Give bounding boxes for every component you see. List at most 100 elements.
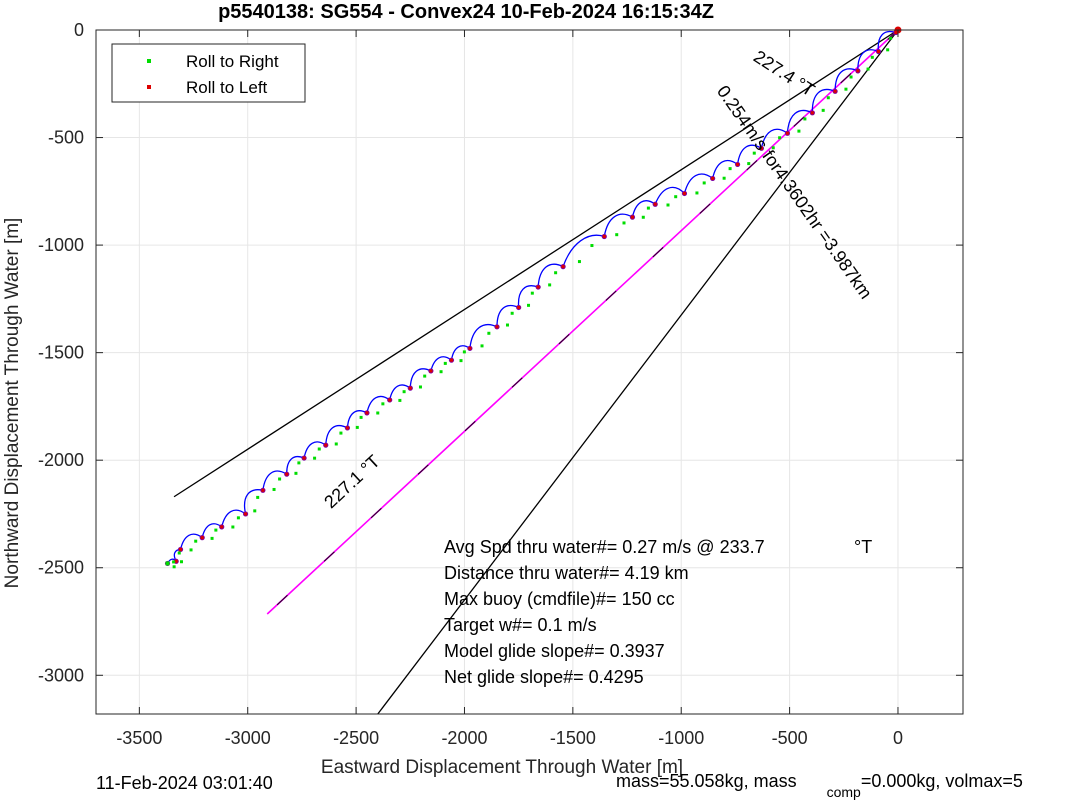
roll-left-point bbox=[711, 176, 715, 180]
legend-label-left: Roll to Left bbox=[186, 78, 268, 97]
glider-track bbox=[166, 30, 897, 564]
roll-right-point bbox=[231, 525, 235, 529]
stat-model-slope: Model glide slope#= 0.3937 bbox=[444, 641, 665, 661]
roll-right-point bbox=[771, 146, 775, 150]
roll-left-point bbox=[630, 215, 634, 219]
y-axis-label: Northward Displacement Through Water [m] bbox=[2, 218, 23, 589]
track-markers bbox=[164, 26, 902, 569]
footer-mass-sub: comp bbox=[827, 784, 861, 800]
stat-avg-speed: Avg Spd thru water#= 0.27 m/s @ 233.7 bbox=[444, 537, 765, 557]
roll-right-point bbox=[849, 75, 853, 79]
roll-left-point bbox=[408, 386, 412, 390]
roll-right-point bbox=[402, 390, 406, 394]
roll-right-point bbox=[313, 456, 317, 460]
roll-right-point bbox=[189, 548, 193, 552]
stat-net-slope: Net glide slope#= 0.4295 bbox=[444, 667, 644, 687]
stats-block: Avg Spd thru water#= 0.27 m/s @ 233.7 °T… bbox=[444, 537, 872, 687]
roll-right-point bbox=[443, 361, 447, 365]
roll-right-point bbox=[462, 350, 466, 354]
roll-right-point bbox=[577, 260, 581, 264]
roll-left-point bbox=[244, 512, 248, 516]
x-tick-label: -3000 bbox=[225, 728, 271, 748]
roll-right-point bbox=[752, 151, 756, 155]
roll-left-point bbox=[682, 191, 686, 195]
roll-right-point bbox=[886, 48, 890, 52]
roll-left-point bbox=[833, 89, 837, 93]
roll-right-point bbox=[646, 206, 650, 210]
roll-right-point bbox=[278, 477, 282, 481]
roll-right-point bbox=[548, 283, 552, 287]
roll-left-point bbox=[449, 358, 453, 362]
roll-left-point bbox=[810, 111, 814, 115]
roll-right-point bbox=[622, 221, 626, 225]
y-tick-label: 0 bbox=[74, 20, 84, 40]
x-tick-label: -500 bbox=[772, 728, 808, 748]
roll-left-point bbox=[220, 525, 224, 529]
roll-left-point bbox=[759, 146, 763, 150]
y-tick-label: -2500 bbox=[38, 558, 84, 578]
legend: Roll to Right Roll to Left bbox=[111, 43, 306, 103]
roll-right-point bbox=[702, 181, 706, 185]
roll-right-point bbox=[214, 528, 218, 532]
roll-right-point bbox=[554, 271, 558, 275]
roll-left-point bbox=[468, 346, 472, 350]
roll-left-point bbox=[495, 325, 499, 329]
roll-left-point bbox=[785, 131, 789, 135]
end-marker bbox=[165, 561, 170, 566]
bound-line bbox=[377, 29, 899, 715]
stat-distance: Distance thru water#= 4.19 km bbox=[444, 563, 689, 583]
roll-left-point bbox=[536, 285, 540, 289]
roll-left-point bbox=[345, 426, 349, 430]
footer-mass-suffix: =0.000kg, volmax=5 bbox=[861, 771, 1023, 791]
model-line bbox=[266, 29, 899, 615]
roll-right-point bbox=[210, 536, 214, 540]
track-layer bbox=[166, 30, 897, 564]
chart-title: p5540138: SG554 - Convex24 10-Feb-2024 1… bbox=[218, 1, 714, 23]
roll-right-point bbox=[527, 303, 531, 307]
footer-mass: mass=55.058kg, mass comp=0.000kg, volmax=… bbox=[616, 771, 1023, 800]
roll-right-point bbox=[177, 551, 181, 555]
x-tick-label: -2000 bbox=[441, 728, 487, 748]
legend-box bbox=[111, 43, 306, 103]
plot-frame bbox=[95, 29, 964, 715]
roll-right-point bbox=[826, 96, 830, 100]
roll-right-point bbox=[530, 291, 534, 295]
roll-right-point bbox=[821, 108, 825, 112]
roll-right-point bbox=[866, 67, 870, 71]
roll-right-point bbox=[487, 331, 491, 335]
y-tick-label: -1000 bbox=[38, 235, 84, 255]
roll-left-point bbox=[302, 456, 306, 460]
roll-left-point bbox=[174, 559, 178, 563]
x-tick-label: -3500 bbox=[116, 728, 162, 748]
roll-right-point bbox=[889, 36, 893, 40]
roll-right-point bbox=[418, 385, 422, 389]
roll-right-point bbox=[778, 136, 782, 140]
roll-left-point bbox=[285, 472, 289, 476]
roll-right-point bbox=[747, 162, 751, 166]
legend-marker-right bbox=[147, 59, 151, 63]
roll-right-point bbox=[272, 487, 276, 491]
legend-label-right: Roll to Right bbox=[186, 52, 279, 71]
roll-right-point bbox=[317, 447, 321, 451]
roll-right-point bbox=[480, 344, 484, 348]
roll-right-point bbox=[297, 461, 301, 465]
roll-right-point bbox=[505, 323, 509, 327]
roll-left-point bbox=[261, 488, 265, 492]
stat-unit: °T bbox=[854, 537, 872, 557]
roll-right-point bbox=[355, 425, 359, 429]
roll-left-point bbox=[876, 50, 880, 54]
roll-right-point bbox=[439, 370, 443, 374]
roll-right-point bbox=[590, 244, 594, 248]
roll-right-point bbox=[339, 431, 343, 435]
roll-right-point bbox=[172, 560, 176, 564]
roll-right-point bbox=[797, 129, 801, 133]
roll-right-point bbox=[236, 516, 240, 520]
x-tick-label: 0 bbox=[893, 728, 903, 748]
footer-timestamp: 11-Feb-2024 03:01:40 bbox=[96, 773, 273, 793]
bound-line bbox=[173, 29, 899, 498]
stat-max-buoy: Max buoy (cmdfile)#= 150 cc bbox=[444, 589, 675, 609]
roll-left-point bbox=[602, 234, 606, 238]
legend-marker-left bbox=[147, 85, 151, 89]
roll-right-point bbox=[253, 509, 257, 513]
